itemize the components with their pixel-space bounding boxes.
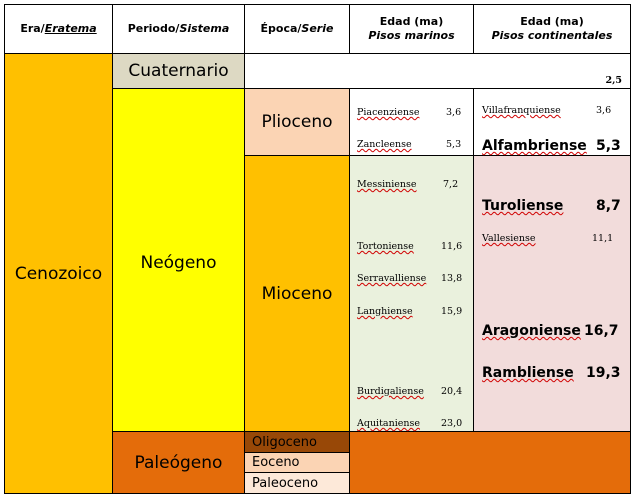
continental-stage-alfambriense: Alfambriense 5,3	[482, 138, 627, 156]
stage-age: 15,9	[441, 306, 463, 317]
cuaternario-span-row: 2,5	[244, 53, 631, 89]
stage-age: 5,3	[446, 139, 462, 150]
paleogeno-label: Paleógeno	[134, 452, 223, 473]
continental-stage-vallesiense: Vallesiense 11,1	[482, 233, 627, 247]
header-era-prefix: Era/	[20, 22, 45, 35]
stage-name: Tortoniense	[357, 241, 414, 252]
stage-name: Rambliense	[482, 365, 574, 381]
stage-age: 5,3	[596, 138, 621, 154]
epoch-paleoceno: Paleoceno	[244, 472, 350, 494]
stage-name: Piacenziense	[357, 107, 420, 118]
epoch-mioceno: Mioceno	[244, 155, 350, 432]
header-period: Periodo/Sistema	[112, 4, 245, 54]
marine-stage-piacenziense: Piacenziense 3,6	[357, 107, 467, 121]
stage-name: Aragoniense	[482, 323, 581, 339]
header-era: Era/Eratema	[4, 4, 113, 54]
header-period-prefix: Periodo/	[127, 22, 180, 35]
stage-age: 8,7	[596, 198, 621, 214]
marine-stage-tortoniense: Tortoniense 11,6	[357, 241, 467, 255]
cuaternario-age: 2,5	[605, 75, 622, 86]
stage-age: 20,4	[441, 386, 463, 397]
paleoceno-label: Paleoceno	[252, 475, 319, 491]
marine-plioceno-cell	[349, 88, 474, 156]
marine-stage-serravalliense: Serravalliense 13,8	[357, 273, 467, 287]
stage-name: Turoliense	[482, 198, 564, 214]
period-paleogeno: Paleógeno	[112, 431, 245, 494]
stage-age: 11,1	[592, 233, 614, 244]
continental-stage-rambliense: Rambliense 19,3	[482, 365, 627, 383]
stage-name: Alfambriense	[482, 138, 587, 154]
stage-age: 7,2	[443, 179, 459, 190]
stage-age: 13,8	[441, 273, 463, 284]
header-era-suffix: Eratema	[44, 22, 97, 35]
header-period-suffix: Sistema	[179, 22, 230, 35]
stage-age: 19,3	[586, 365, 621, 381]
stage-age: 11,6	[441, 241, 463, 252]
stage-name: Langhiense	[357, 306, 413, 317]
stage-age: 16,7	[584, 323, 619, 339]
paleogeno-stages-cell	[349, 431, 631, 494]
marine-stage-messiniense: Messiniense 7,2	[357, 179, 467, 193]
plioceno-label: Plioceno	[261, 112, 333, 132]
marine-stage-zancleense: Zancleense 5,3	[357, 139, 467, 153]
stage-name: Serravalliense	[357, 273, 427, 284]
stage-name: Aquitaniense	[357, 418, 420, 429]
period-cuaternario: Cuaternario	[112, 53, 245, 89]
stage-name: Vallesiense	[482, 233, 536, 244]
continental-stage-aragoniense: Aragoniense 16,7	[482, 323, 627, 341]
stage-age: 3,6	[446, 107, 462, 118]
stage-name: Burdigaliense	[357, 386, 424, 397]
header-marine-title: Edad (ma)	[379, 15, 444, 28]
neogeno-label: Neógeno	[140, 253, 217, 273]
stage-age: 23,0	[441, 418, 463, 429]
mioceno-label: Mioceno	[261, 283, 333, 304]
eoceno-label: Eoceno	[252, 455, 300, 470]
marine-stage-langhiense: Langhiense 15,9	[357, 306, 467, 320]
cuaternario-label: Cuaternario	[128, 61, 229, 81]
header-epoch: Época/Serie	[244, 4, 350, 54]
header-epoch-suffix: Serie	[301, 22, 334, 35]
continental-stage-turoliense: Turoliense 8,7	[482, 198, 627, 216]
era-label: Cenozoico	[14, 263, 103, 284]
stage-age: 3,6	[596, 105, 612, 116]
marine-mioceno-cell	[349, 155, 474, 432]
header-continental: Edad (ma) Pisos continentales	[473, 4, 631, 54]
continental-mioceno-cell	[473, 155, 631, 432]
header-marine: Edad (ma) Pisos marinos	[349, 4, 474, 54]
marine-stage-burdigaliense: Burdigaliense 20,4	[357, 386, 467, 400]
epoch-plioceno: Plioceno	[244, 88, 350, 156]
stage-name: Villafranquiense	[482, 105, 561, 116]
header-marine-sub: Pisos marinos	[368, 29, 455, 42]
stage-name: Messiniense	[357, 179, 417, 190]
stage-name: Zancleense	[357, 139, 412, 150]
header-epoch-prefix: Época/	[260, 22, 302, 35]
header-continental-title: Edad (ma)	[520, 15, 584, 28]
header-continental-sub: Pisos continentales	[491, 29, 613, 42]
era-cenozoico: Cenozoico	[4, 53, 113, 494]
continental-stage-villafranquiense: Villafranquiense 3,6	[482, 105, 627, 119]
epoch-oligoceno: Oligoceno	[244, 431, 350, 453]
epoch-eoceno: Eoceno	[244, 452, 350, 473]
period-neogeno: Neógeno	[112, 88, 245, 432]
oligoceno-label: Oligoceno	[252, 434, 317, 450]
marine-stage-aquitaniense: Aquitaniense 23,0	[357, 418, 467, 432]
